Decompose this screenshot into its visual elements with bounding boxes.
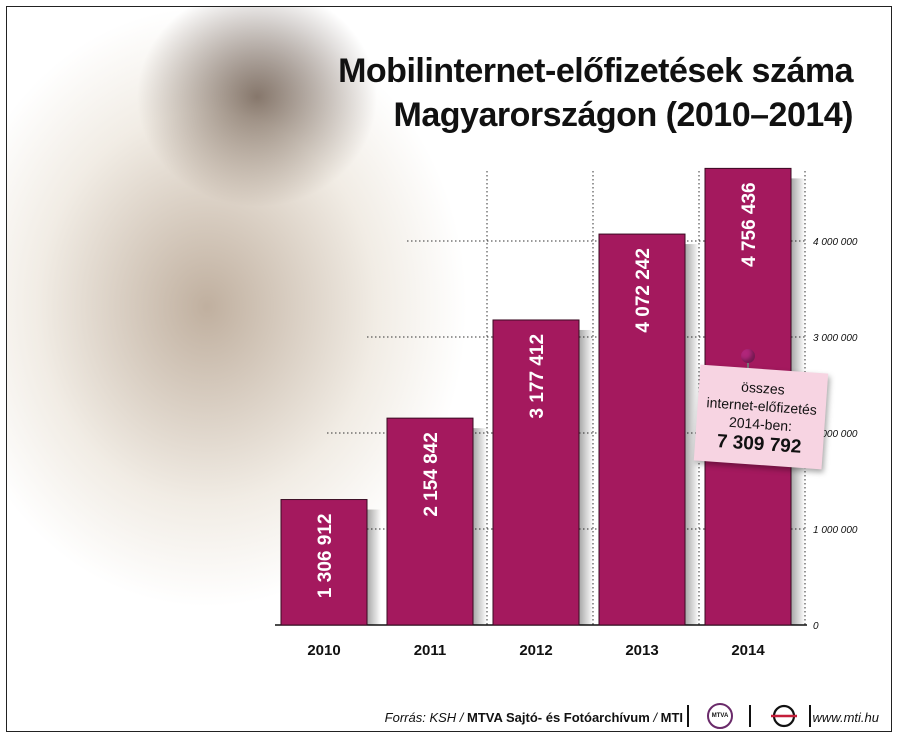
bar-shadow	[579, 329, 593, 625]
bar-2011	[386, 417, 474, 626]
source-separator: /	[649, 710, 661, 725]
bar-shadow	[367, 509, 381, 625]
bar-value-label: 3 177 412	[527, 334, 548, 419]
bar-2010	[280, 499, 368, 626]
infographic-frame: Mobilinternet-előfizetések száma Magyaro…	[6, 6, 892, 732]
source-prefix: Forrás: KSH /	[384, 710, 468, 725]
footer-divider	[687, 705, 689, 727]
bar-shadow	[473, 428, 487, 625]
footer: Forrás: KSH / MTVA Sajtó- és Fotóarchívu…	[7, 697, 891, 731]
x-tick-label: 2013	[625, 642, 658, 659]
y-tick-label: 3 000 000	[813, 333, 858, 344]
website-link[interactable]: www.mti.hu	[812, 710, 879, 725]
mtva-logo-icon: MTVA	[707, 703, 733, 729]
bar-shadow	[685, 244, 699, 626]
mti-logo-icon	[771, 704, 797, 728]
source-credit: Forrás: KSH / MTVA Sajtó- és Fotóarchívu…	[385, 710, 683, 725]
x-tick-label: 2010	[307, 642, 340, 659]
bar-value-label: 4 072 242	[633, 248, 654, 333]
bar-2012	[492, 319, 580, 626]
footer-divider	[749, 705, 751, 727]
bar-value-label: 1 306 912	[315, 514, 336, 599]
source-archive: MTVA Sajtó- és Fotóarchívum	[467, 710, 650, 725]
bar-2013	[598, 233, 686, 626]
source-mti: MTI	[660, 710, 683, 725]
footer-divider	[809, 705, 811, 727]
push-pin-icon	[741, 349, 755, 363]
y-tick-label: 0	[813, 621, 819, 632]
chart-title: Mobilinternet-előfizetések száma Magyaro…	[338, 49, 853, 137]
x-tick-label: 2014	[731, 642, 765, 659]
y-tick-label: 2 000 000	[812, 429, 858, 440]
y-tick-label: 4 000 000	[813, 237, 858, 248]
total-note: összes internet-előfizetés 2014-ben: 7 3…	[693, 364, 829, 470]
title-line-1: Mobilinternet-előfizetések száma	[338, 52, 853, 90]
x-tick-label: 2012	[519, 642, 552, 659]
x-tick-label: 2011	[414, 642, 447, 659]
y-tick-label: 1 000 000	[813, 525, 858, 536]
bar-value-label: 4 756 436	[739, 182, 760, 267]
bar-value-label: 2 154 842	[421, 432, 442, 517]
title-line-2: Magyarországon (2010–2014)	[393, 96, 854, 134]
